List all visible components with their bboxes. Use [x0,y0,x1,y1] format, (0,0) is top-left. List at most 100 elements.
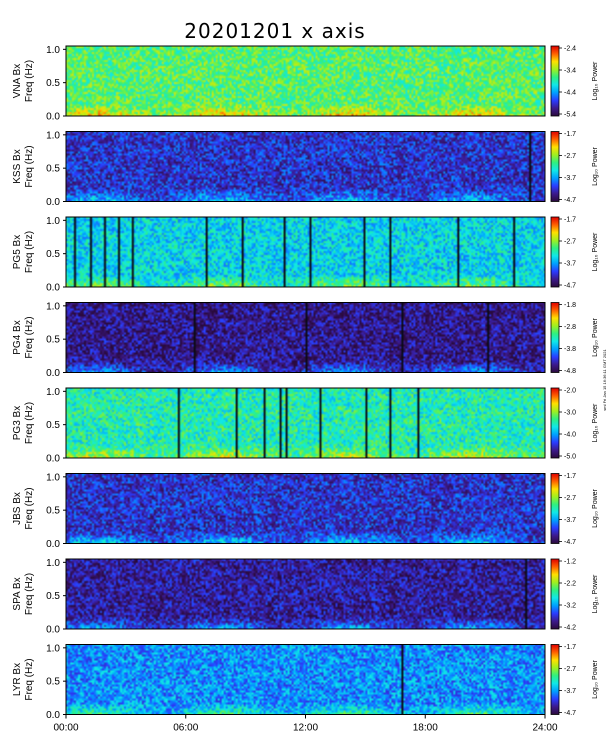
colorbar-tick-label: -2.7 [564,666,576,673]
colorbar-tick-label: -2.8 [564,324,576,331]
colorbar-tick-label: -2.7 [564,495,576,502]
colorbar-tick-label: -3.2 [564,603,576,610]
y-tick-label: 0.5 [46,506,60,517]
station-label: VNA Bx [12,64,23,98]
colorbar-tick-label: -1.7 [564,131,576,138]
y-tick-label: 0.5 [46,420,60,431]
plot-frame [65,216,546,288]
spectrogram-image [66,473,545,544]
y-tick-label: 1.0 [46,301,60,312]
spectrogram-image [66,302,545,373]
freq-label: Freq (Hz) [24,658,35,700]
colorbar-tick-label: -3.7 [564,688,576,695]
freq-label: Freq (Hz) [24,573,35,615]
colorbar-tick-label: -2.7 [564,153,576,160]
colorbar-label: Log₁₀ Power [592,403,599,442]
spectrogram-image [66,388,545,458]
colorbar-tick-label: -4.7 [564,197,576,204]
colorbar-tick-label: -2.2 [564,581,576,588]
colorbar-label: Log₁₀ Power [592,61,599,100]
colorbar-tick-label: -3.7 [564,175,576,182]
colorbar-tick-label: -2.4 [564,46,576,53]
colorbar-tick-label: -1.2 [564,559,576,566]
panel-pg4: 0.0 0.5 1.0 PG4 Bx Freq (Hz) -1.8 -2.8 -3.8 -4.8… [12,301,599,379]
station-label: KSS Bx [12,149,23,183]
colorbar-tick-label: -4.0 [564,432,576,439]
panel-spa: 0.0 0.5 1.0 SPA Bx Freq (Hz) -1.2 -2.2 -3.2 -4.2… [12,558,599,636]
y-tick-label: 1.0 [46,472,60,483]
freq-label: Freq (Hz) [24,316,35,358]
colorbar [550,644,560,715]
y-tick-label: 1.0 [46,643,60,654]
x-tick-label: 00:00 [53,723,78,734]
colorbar [550,387,560,459]
colorbar-tick-label: -4.7 [564,539,576,546]
colorbar-tick-label: -4.7 [564,710,576,717]
panel-lyr: 0.0 0.5 1.0 LYR Bx Freq (Hz) -1.7 -2.7 -3.7 -4.7… [12,643,599,721]
panel-kss: 0.0 0.5 1.0 KSS Bx Freq (Hz) -1.7 -2.7 -3.7 -4.7… [12,130,599,208]
colorbar [550,45,560,117]
colorbar-label: Log₁₀ Power [592,574,599,613]
colorbar-label: Log₁₀ Power [592,146,599,185]
y-tick-label: 0.0 [46,368,60,379]
y-tick-label: 0.0 [46,625,60,636]
station-label: PG3 Bx [12,406,23,440]
y-tick-label: 0.0 [46,539,60,550]
colorbar [550,131,560,202]
colorbar-label: Log₁₀ Power [592,488,599,527]
spectrogram-image [66,217,545,287]
plot-frame [65,473,546,544]
colorbar-tick-label: -3.7 [564,517,576,524]
colorbar [550,473,560,544]
plot-frame [65,302,546,373]
y-tick-label: 1.0 [46,387,60,398]
plot-frame [65,558,546,630]
colorbar-tick-label: -1.7 [564,217,576,224]
y-tick-label: 0.0 [46,283,60,294]
station-label: LYR Bx [12,663,23,696]
colorbar-tick-label: -4.4 [564,90,576,97]
panel-jbs: 0.0 0.5 1.0 JBS Bx Freq (Hz) -1.7 -2.7 -3.7 -4.7… [12,472,599,550]
colorbar-tick-label: -1.7 [564,473,576,480]
y-tick-label: 0.5 [46,335,60,346]
colorbar [550,216,560,288]
panel-vna: 0.0 0.5 1.0 VNA Bx Freq (Hz) -2.4 -3.4 -4.4 -5.4… [12,45,599,123]
panel-pg3: 0.0 0.5 1.0 PG3 Bx Freq (Hz) -2.0 -3.0 -4.0 -5.0… [12,387,599,465]
y-tick-label: 0.5 [46,249,60,260]
x-tick-label: 24:00 [532,723,557,734]
spectrogram-image [66,644,545,715]
colorbar-tick-label: -1.8 [564,302,576,309]
y-tick-label: 0.0 [46,454,60,465]
x-tick-label: 12:00 [293,723,318,734]
spectrogram-image [66,559,545,629]
side-stamp: sml Fri Jan 15 16:36:11 GMT 2021 [602,349,607,411]
chart-title: 20201201 x axis [184,19,365,43]
spectrogram-image [66,46,545,116]
y-tick-label: 0.5 [46,677,60,688]
colorbar-label: Log₁₀ Power [592,232,599,271]
time-axis: 00:00 06:00 12:00 18:00 24:00 [53,714,558,734]
colorbar [550,558,560,630]
colorbar-tick-label: -4.7 [564,283,576,290]
spectrogram-image [66,131,545,202]
y-tick-label: 1.0 [46,130,60,141]
station-label: SPA Bx [12,577,23,610]
y-tick-label: 0.5 [46,591,60,602]
y-tick-label: 1.0 [46,216,60,227]
station-label: PG4 Bx [12,320,23,354]
y-tick-label: 0.0 [46,112,60,123]
colorbar-tick-label: -1.7 [564,644,576,651]
y-tick-label: 1.0 [46,45,60,56]
plot-frame [65,387,546,459]
freq-label: Freq (Hz) [24,60,35,102]
y-tick-label: 0.0 [46,197,60,208]
y-tick-label: 0.0 [46,710,60,721]
freq-label: Freq (Hz) [24,402,35,444]
colorbar-tick-label: -4.2 [564,625,576,632]
y-tick-label: 0.5 [46,164,60,175]
colorbar-tick-label: -3.7 [564,261,576,268]
plot-frame [65,45,546,117]
colorbar-tick-label: -5.4 [564,112,576,119]
y-tick-label: 1.0 [46,558,60,569]
